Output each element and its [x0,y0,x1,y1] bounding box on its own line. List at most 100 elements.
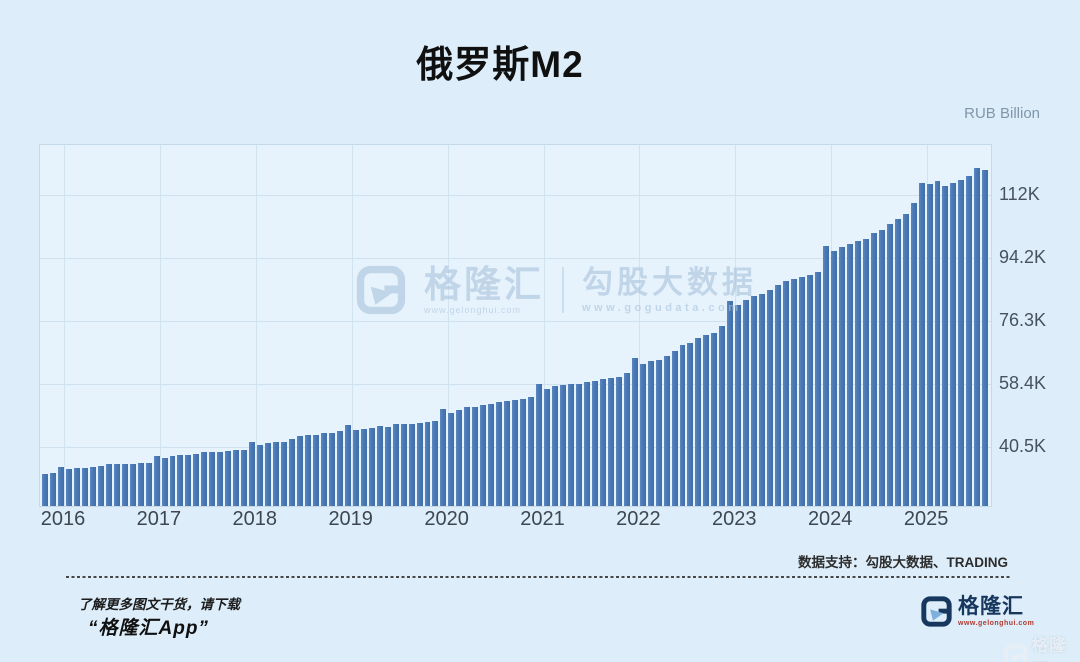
bar [504,400,511,506]
bar [902,213,909,506]
bar [121,463,128,506]
v-gridline [639,145,641,506]
corner-watermark: 格隆汇 [1004,631,1080,662]
bar [623,373,630,506]
bar [113,464,120,506]
x-tick-label: 2019 [328,508,373,530]
bar [352,429,359,506]
bar [297,436,303,506]
watermark-brand-name: 格隆汇 [424,263,544,305]
bar [807,275,813,506]
bar [799,277,805,506]
brand-text-block: 格隆汇 www.gelonghui.com [958,596,1034,627]
bar [607,377,614,506]
bar [408,424,415,506]
promo-text: 了解更多图文干货，请下载 [78,597,240,612]
bar [360,428,367,506]
bar [552,386,558,506]
x-tick-label: 2017 [136,508,182,530]
bar [42,473,48,506]
gelonghui-logo-icon [1004,644,1028,662]
chart-title: 俄罗斯M2 [416,44,584,85]
bar [894,219,901,506]
v-gridline [447,145,449,506]
bar [727,300,734,506]
x-tick-label: 2016 [40,508,86,530]
corner-watermark-brand: 格隆汇 [1031,636,1068,662]
bar [320,433,327,506]
bar [472,406,479,506]
bar [791,279,798,506]
bar [424,421,431,506]
bar [544,389,550,506]
bar [448,412,455,506]
bar [129,463,136,506]
h-gridline [40,257,991,259]
x-tick-label: 2025 [903,508,949,530]
bar [910,203,917,506]
bar [432,420,439,506]
bar [265,443,272,506]
x-tick-label: 2018 [232,508,278,530]
bar [496,402,503,506]
bar [567,383,574,506]
dotted-divider [66,576,1010,578]
bar [392,424,399,506]
bar [687,342,694,506]
watermark-product-block: 勾股大数据 www.gogudata.com [582,267,757,314]
bar [958,179,965,506]
bar [655,360,662,506]
bar [982,169,989,506]
y-tick-label: 40.5K [999,436,1047,457]
bar-chart-plot-area: 格隆汇 www.gelonghui.com 勾股大数据 www.gogudata… [39,144,992,507]
bar [703,335,710,506]
bar [217,452,224,506]
bar [671,351,678,506]
y-tick-label: 112K [999,184,1040,205]
bar [177,455,184,506]
bar [225,451,232,506]
bar [862,238,869,506]
bar [559,385,566,506]
bar [838,247,845,506]
h-gridline [40,384,991,386]
bar [918,182,925,506]
bar [783,280,790,506]
bar [830,250,837,506]
bar [400,424,407,506]
bar [886,224,893,506]
bar [647,360,654,506]
v-gridline [159,145,161,506]
bar [153,455,160,506]
bar [241,450,248,506]
h-gridline [40,321,991,323]
bar [934,181,941,506]
h-gridline [40,195,991,197]
watermark-brand-url: www.gelonghui.com [424,304,522,315]
bar [870,233,877,506]
bar [328,433,335,506]
bar [233,449,240,506]
watermark-brand-block: 格隆汇 www.gelonghui.com [424,266,544,315]
bar [663,356,670,506]
bar [65,469,72,506]
bar [376,426,383,506]
bar [583,381,590,506]
y-axis-unit-label: RUB Billion [964,105,1040,122]
bar-series [40,145,991,506]
bar [974,167,981,506]
bar [57,467,64,506]
bar [695,338,702,506]
x-tick-label: 2024 [807,508,853,530]
promo-app-name: “格隆汇App” [88,618,209,639]
bar [950,182,957,506]
x-axis-tick-labels: 2016 2017 2018 2019 2020 2021 2022 2023 2024 2025 [39,508,990,534]
bar [536,384,543,506]
bar [273,441,280,506]
bar [615,377,622,506]
bar [81,468,88,506]
bar [312,435,319,506]
bar [368,427,375,506]
brand-name: 格隆汇 [958,595,1024,618]
bar [304,434,311,506]
